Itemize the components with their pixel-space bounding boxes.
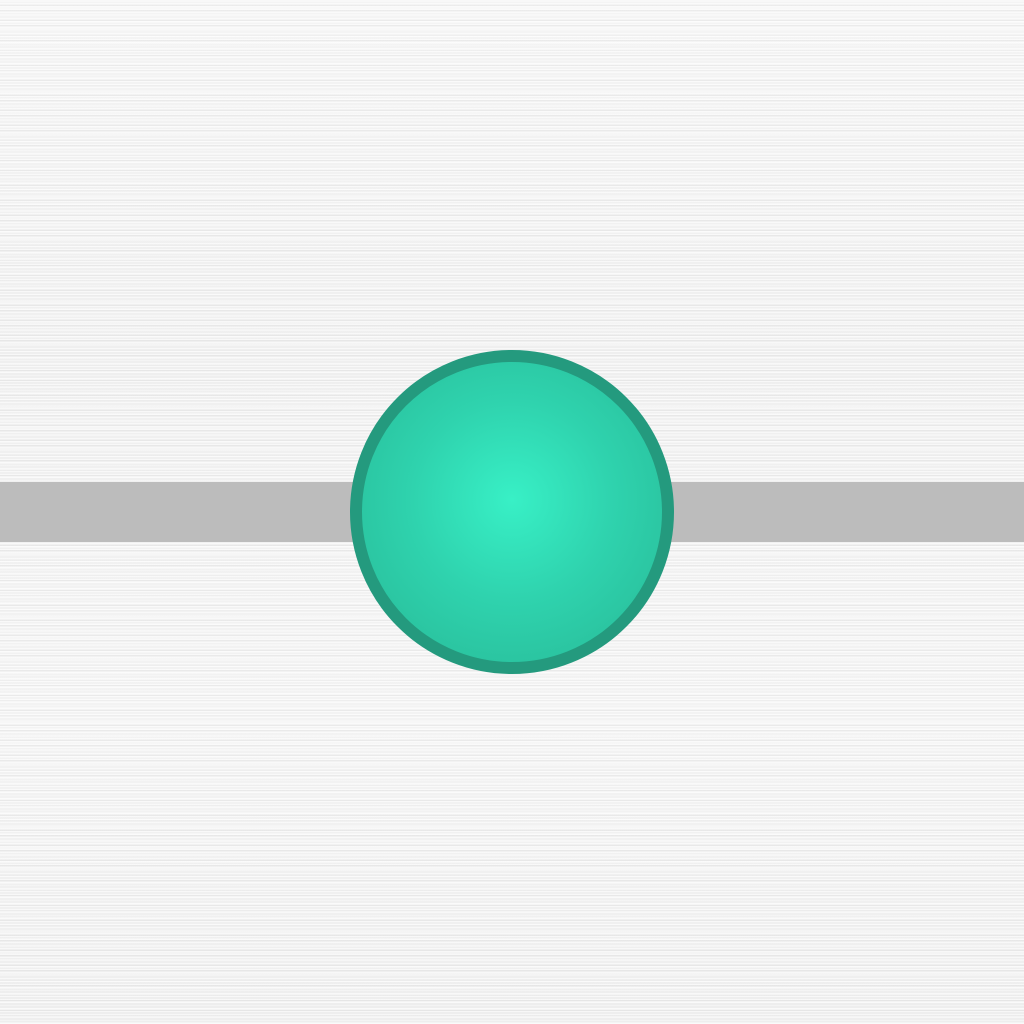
slider-thumb[interactable] [350,350,674,674]
